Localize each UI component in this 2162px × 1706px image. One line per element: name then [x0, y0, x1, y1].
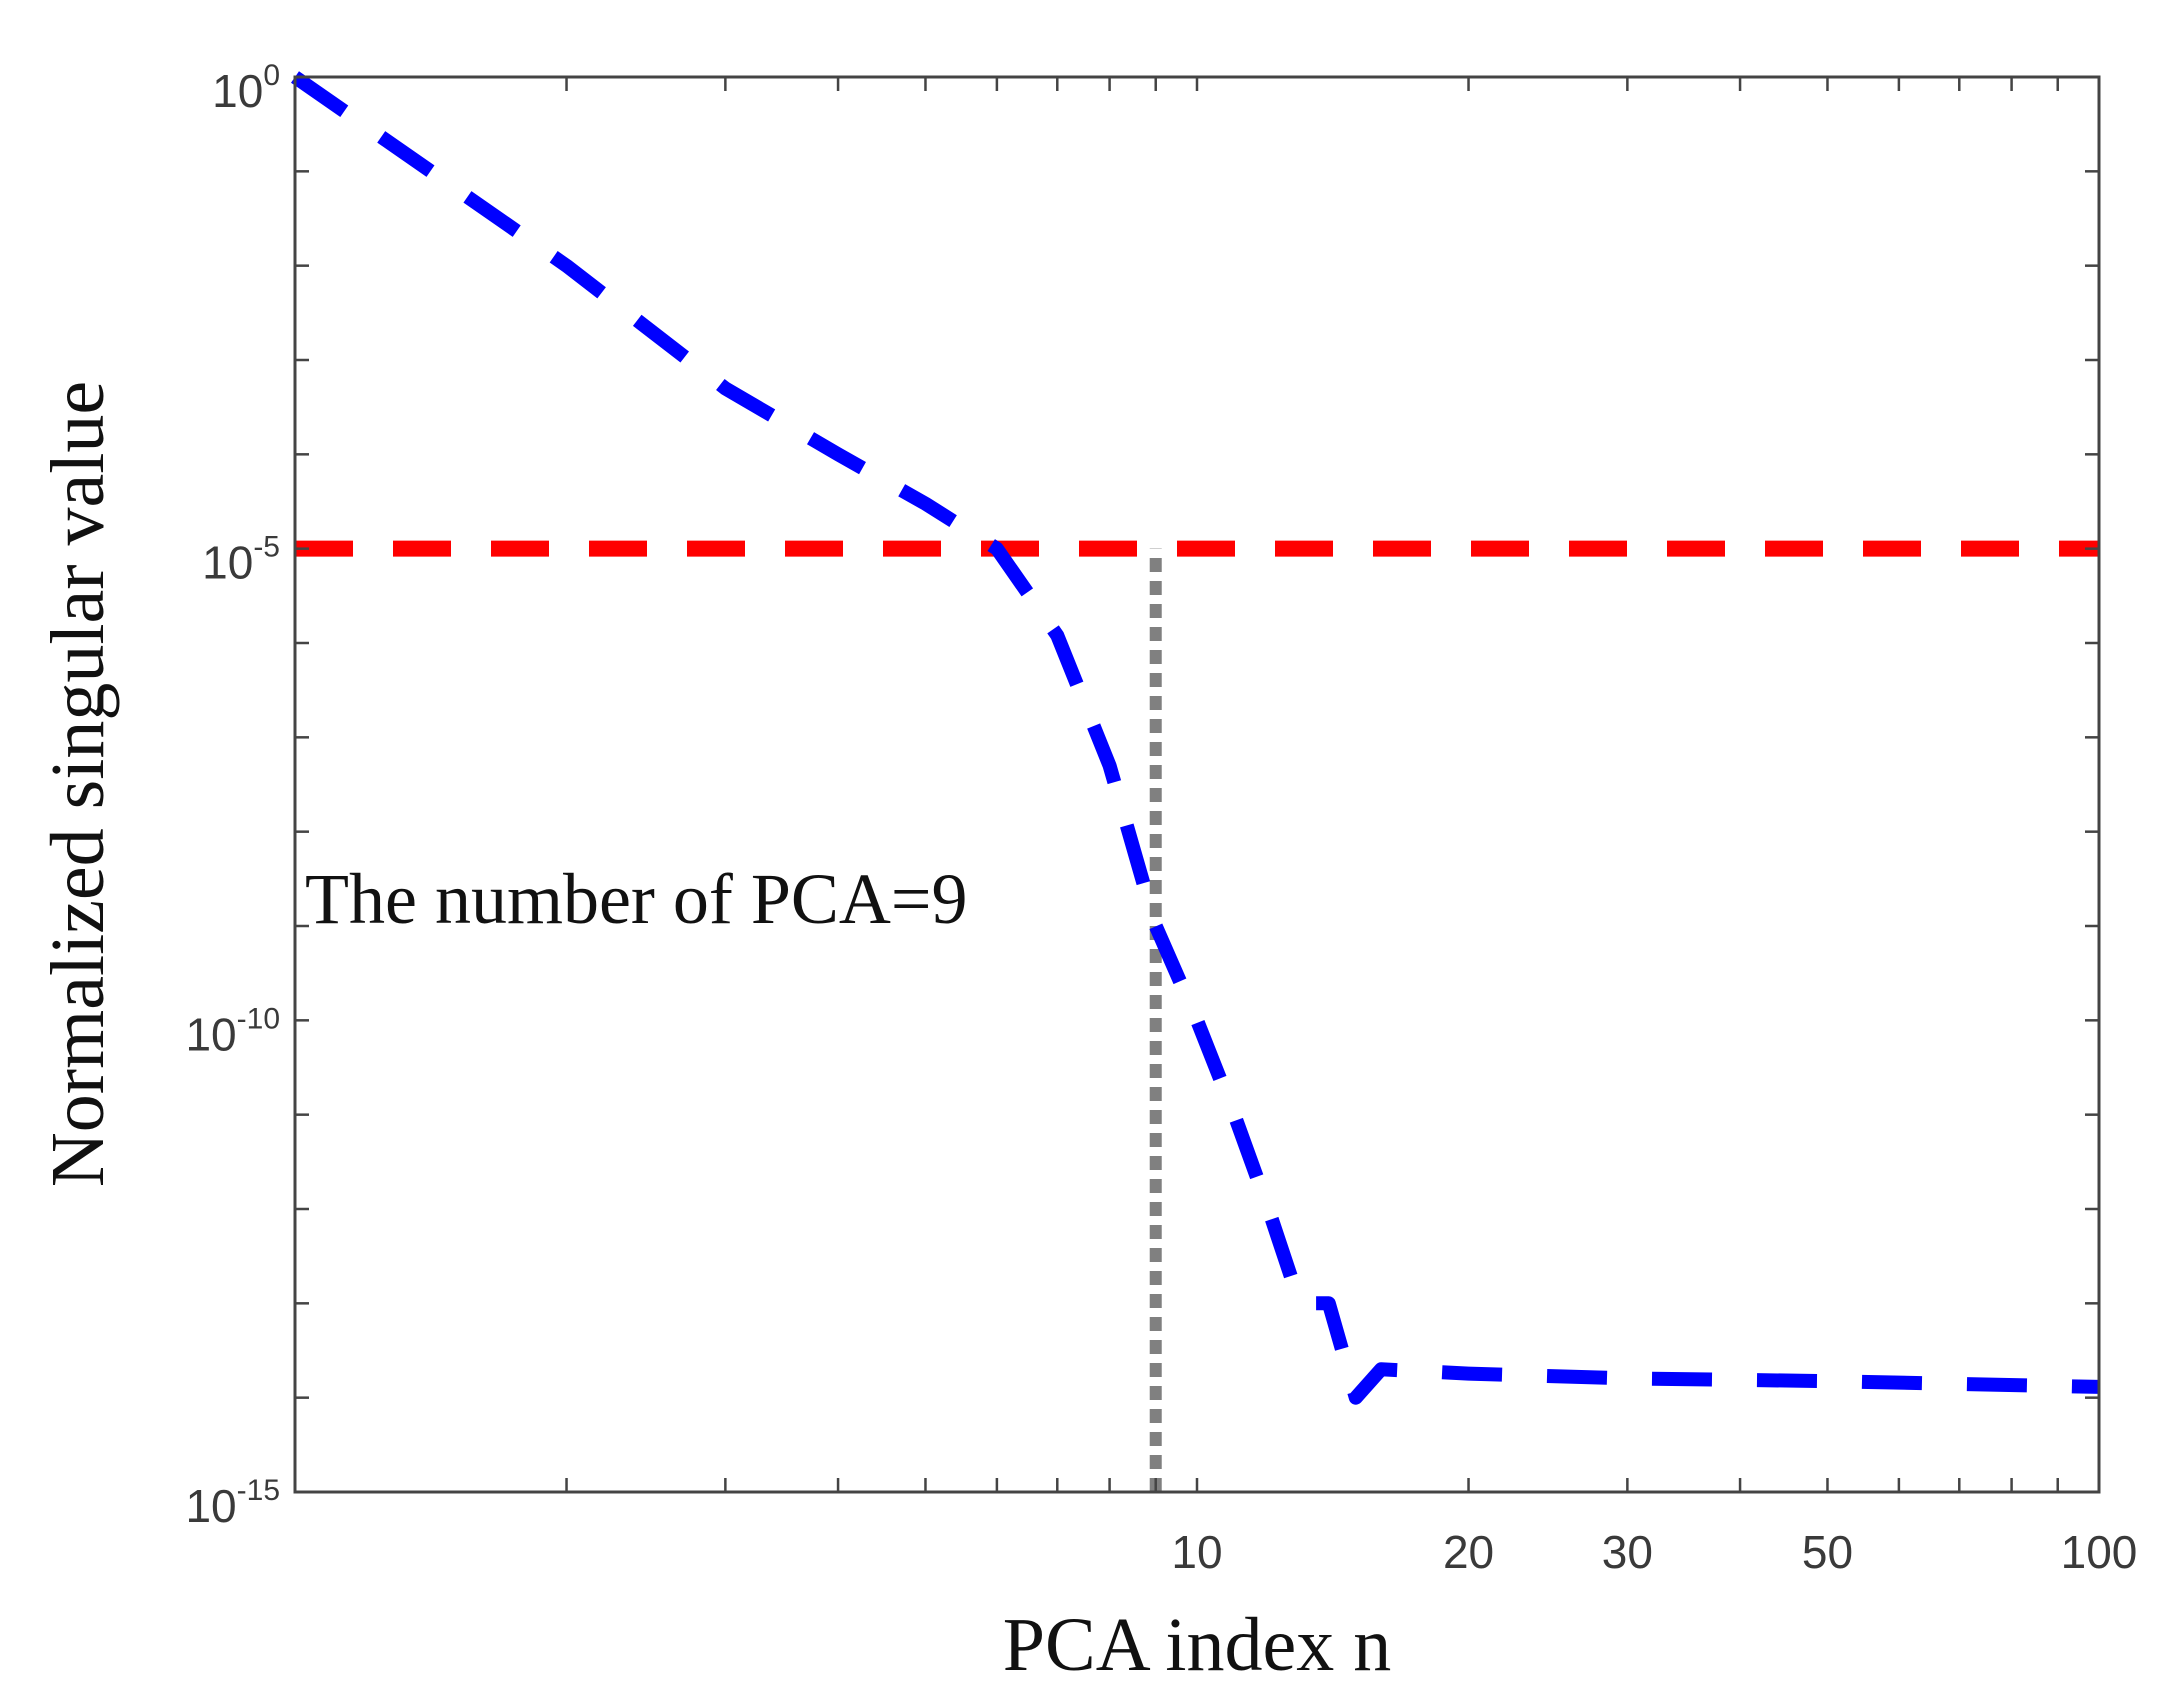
x-tick-label: 10 — [1171, 1526, 1222, 1578]
singular-value-series-line — [291, 71, 2100, 1405]
x-tick-label: 20 — [1443, 1526, 1494, 1578]
x-axis-title: PCA index n — [1003, 1603, 1392, 1687]
plot-background — [295, 77, 2099, 1492]
y-tick-label: 100 — [212, 59, 280, 117]
y-tick-label: 10-5 — [202, 531, 280, 589]
pca-count-annotation: The number of PCA=9 — [305, 859, 968, 939]
x-tick-label: 30 — [1602, 1526, 1653, 1578]
x-tick-label: 100 — [2061, 1526, 2138, 1578]
x-tick-label: 50 — [1802, 1526, 1853, 1578]
y-tick-label: 10-10 — [185, 1002, 280, 1060]
y-axis-title: Normalized singular value — [36, 381, 120, 1187]
y-tick-label: 10-15 — [185, 1474, 280, 1532]
